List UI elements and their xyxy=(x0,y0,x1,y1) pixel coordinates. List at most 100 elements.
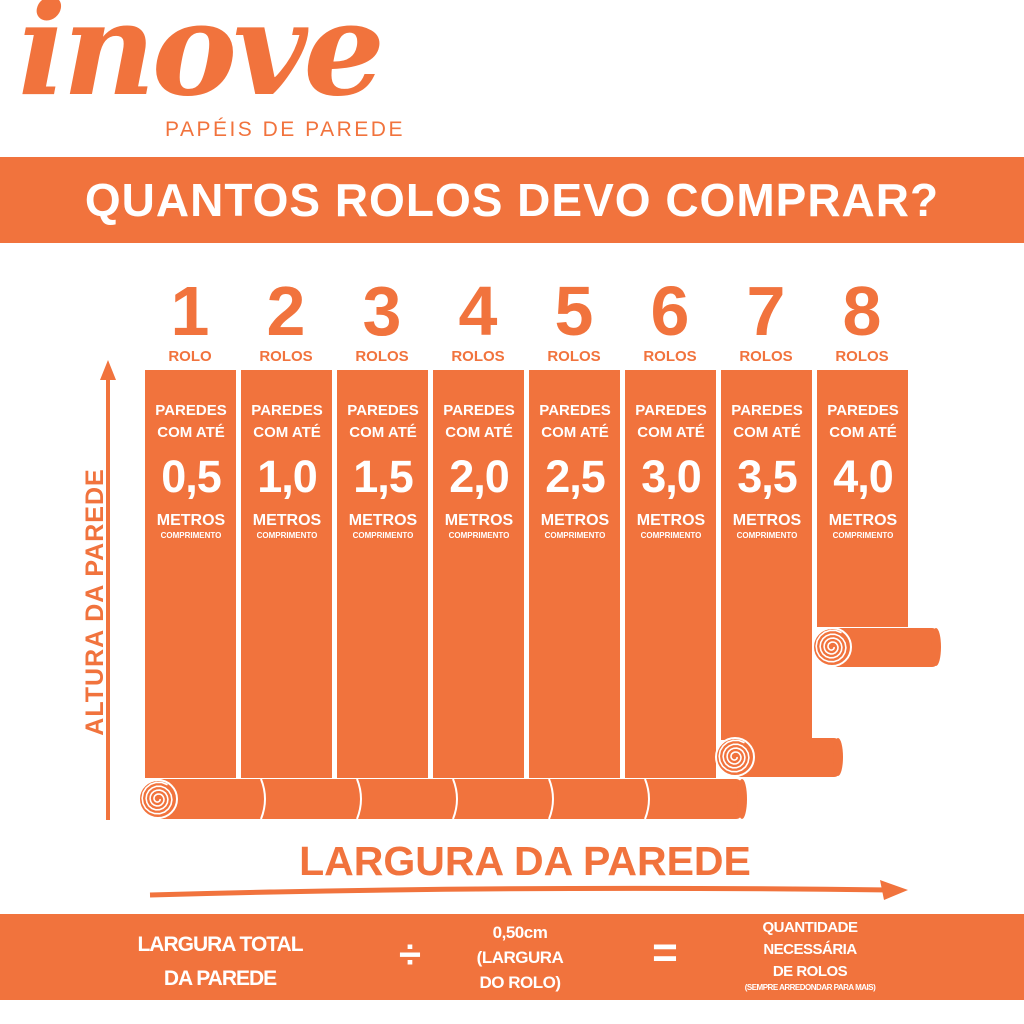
roll-8-cap xyxy=(931,628,941,666)
strip-line2: COM ATÉ xyxy=(445,424,513,441)
axis-height-label: ALTURA DA PAREDE xyxy=(81,468,109,736)
wall-length-value: 1,5 xyxy=(353,451,414,502)
strip-comprimento: COMPRIMENTO xyxy=(832,531,894,540)
strip-line1: PAREDES xyxy=(827,402,899,419)
roll-unit: ROLOS xyxy=(355,348,409,365)
strip-text: PAREDES COM ATÉ 2,0 METROS COMPRIMENTO xyxy=(433,400,525,542)
formula-banner: LARGURA TOTAL DA PAREDE ÷ 0,50cm (LARGUR… xyxy=(0,914,1024,1000)
strip-metros: METROS xyxy=(732,512,802,529)
roll-unit: ROLOS xyxy=(451,348,505,365)
strip-metros: METROS xyxy=(348,512,418,529)
roll-unit: ROLOS xyxy=(739,348,793,365)
strip-line2: COM ATÉ xyxy=(253,424,321,441)
formula-left-line2: DA PAREDE xyxy=(163,967,277,990)
strip-comprimento: COMPRIMENTO xyxy=(160,531,222,540)
formula-mid-line1: 0,50cm xyxy=(492,923,548,942)
strip-comprimento: COMPRIMENTO xyxy=(352,531,414,540)
formula-right-note: (SEMPRE ARREDONDAR PARA MAIS) xyxy=(744,983,876,992)
roll-unit: ROLOS xyxy=(835,348,889,365)
roll-8-end xyxy=(832,628,938,667)
formula-right-line1: QUANTIDADE xyxy=(762,919,859,936)
roll-7-spiral-icon-spiral xyxy=(718,739,750,773)
wall-length-value: 1,0 xyxy=(257,451,318,502)
strip-line1: PAREDES xyxy=(443,402,515,419)
strip-metros: METROS xyxy=(828,512,898,529)
roll-strip-2 xyxy=(241,370,332,778)
roll-unit: ROLOS xyxy=(643,348,697,365)
strip-line1: PAREDES xyxy=(251,402,323,419)
strip-metros: METROS xyxy=(444,512,514,529)
strip-metros: METROS xyxy=(636,512,706,529)
roll-strip-3 xyxy=(337,370,428,778)
roll-count: 5 xyxy=(554,272,594,350)
strip-text: PAREDES COM ATÉ 2,5 METROS COMPRIMENTO xyxy=(529,400,621,542)
logo-tagline: PAPÉIS DE PAREDE xyxy=(165,118,405,141)
strip-line1: PAREDES xyxy=(155,402,227,419)
roll-7-cap xyxy=(833,738,843,776)
strip-comprimento: COMPRIMENTO xyxy=(448,531,510,540)
strip-line2: COM ATÉ xyxy=(349,424,417,441)
roll-strip-7 xyxy=(721,370,812,740)
wall-length-value: 3,5 xyxy=(737,451,798,502)
roll-8-spiral-icon-spiral xyxy=(815,629,847,663)
formula-mid-line3: DO ROLO) xyxy=(479,973,562,992)
wall-length-value: 0,5 xyxy=(161,451,222,502)
formula-mid-line2: (LARGURA xyxy=(476,948,564,967)
roll-seam xyxy=(644,778,650,820)
formula-right-line3: DE ROLOS xyxy=(772,963,848,980)
roll-unit: ROLO xyxy=(168,348,212,365)
equals-symbol: = xyxy=(652,928,678,977)
strip-metros: METROS xyxy=(540,512,610,529)
wall-length-value: 3,0 xyxy=(641,451,702,502)
axis-width-label: LARGURA DA PAREDE xyxy=(299,838,751,884)
roll-strip-8 xyxy=(817,370,908,627)
strip-line2: COM ATÉ xyxy=(733,424,801,441)
strip-line1: PAREDES xyxy=(539,402,611,419)
formula-right: QUANTIDADE NECESSÁRIA DE ROLOS (SEMPRE A… xyxy=(690,917,930,993)
wall-length-value: 4,0 xyxy=(833,451,894,502)
formula-right-line2: NECESSÁRIA xyxy=(763,941,857,958)
width-arrow-line xyxy=(149,885,891,898)
roll-seam xyxy=(452,778,458,820)
strip-metros: METROS xyxy=(156,512,226,529)
roll-count: 1 xyxy=(170,272,210,350)
roll-count: 3 xyxy=(362,272,402,350)
roll-strip-1 xyxy=(145,370,236,778)
strip-line2: COM ATÉ xyxy=(157,424,225,441)
roll-strip-5 xyxy=(529,370,620,778)
strip-comprimento: COMPRIMENTO xyxy=(544,531,606,540)
strip-line1: PAREDES xyxy=(731,402,803,419)
roll-count: 8 xyxy=(842,272,882,350)
strip-comprimento: COMPRIMENTO xyxy=(640,531,702,540)
page-title: QUANTOS ROLOS DEVO COMPRAR? xyxy=(84,174,940,226)
roll-unit: ROLOS xyxy=(259,348,313,365)
roll-seam xyxy=(356,778,362,820)
roll-7-end xyxy=(735,738,840,777)
formula-mid: 0,50cm (LARGURA DO ROLO) xyxy=(460,920,580,995)
strip-text: PAREDES COM ATÉ 1,0 METROS COMPRIMENTO xyxy=(241,400,333,542)
formula-left: LARGURA TOTAL DA PAREDE xyxy=(100,928,340,996)
strip-text: PAREDES COM ATÉ 4,0 METROS COMPRIMENTO xyxy=(817,400,909,542)
strip-text: PAREDES COM ATÉ 0,5 METROS COMPRIMENTO xyxy=(145,400,237,542)
formula-left-line1: LARGURA TOTAL xyxy=(137,933,303,956)
logo: inove xyxy=(18,0,385,125)
roll-strip-6 xyxy=(625,370,716,778)
height-arrow-head xyxy=(100,360,116,380)
roll-seam xyxy=(548,778,554,820)
bottom-roll-end xyxy=(737,779,747,819)
roll-count: 6 xyxy=(650,272,690,350)
strip-line2: COM ATÉ xyxy=(829,424,897,441)
roll-count: 4 xyxy=(458,272,498,350)
strip-text: PAREDES COM ATÉ 3,0 METROS COMPRIMENTO xyxy=(625,400,717,542)
strip-line1: PAREDES xyxy=(347,402,419,419)
strip-comprimento: COMPRIMENTO xyxy=(256,531,318,540)
title-banner: QUANTOS ROLOS DEVO COMPRAR? xyxy=(0,157,1024,243)
wall-length-value: 2,5 xyxy=(545,451,606,502)
roll-count: 7 xyxy=(746,272,786,350)
width-arrow-head xyxy=(880,880,908,900)
strip-text: PAREDES COM ATÉ 3,5 METROS COMPRIMENTO xyxy=(721,400,813,542)
bottom-roll xyxy=(157,779,742,819)
divide-symbol: ÷ xyxy=(399,933,421,977)
strip-line1: PAREDES xyxy=(635,402,707,419)
